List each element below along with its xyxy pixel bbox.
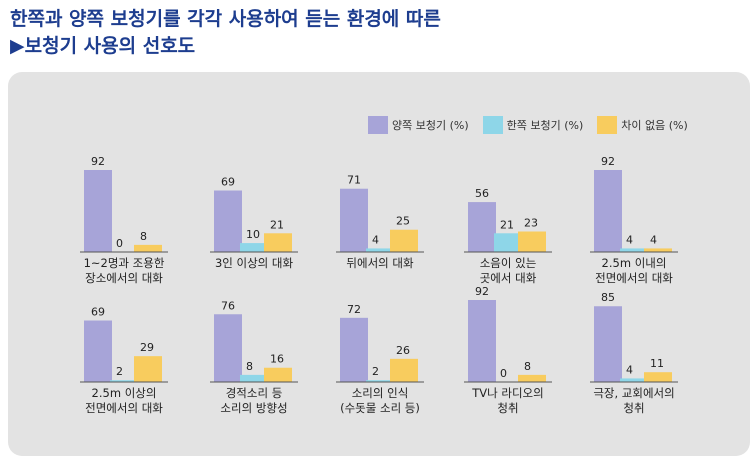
value-label-4-none: 23 [524,217,538,230]
bar-5-both [594,170,622,252]
value-label-7-one: 8 [246,360,253,373]
value-label-9-both: 92 [475,285,489,298]
legend: 양쪽 보청기 (%) 한쪽 보청기 (%) 차이 없음 (%) [368,116,688,134]
value-label-3-none: 25 [396,215,410,228]
legend-label-both: 양쪽 보청기 (%) [392,119,469,132]
value-label-9-none: 8 [524,360,531,373]
value-label-4-one: 21 [500,218,514,231]
category-label-4-line1: 소음이 있는 [480,256,537,270]
legend-item-none: 차이 없음 (%) [597,116,688,134]
value-label-1-both: 92 [91,155,105,168]
value-label-5-one: 4 [626,233,633,246]
category-label-7-line1: 경적소리 등 [226,386,283,400]
category-label-5-line1: 2.5m 이내의 [602,256,667,270]
bar-10-both [594,306,622,382]
legend-swatch-both [368,116,388,134]
value-label-1-none: 8 [140,230,147,243]
category-label-10-line2: 청취 [623,401,644,415]
category-label-6-line1: 2.5m 이상의 [92,386,157,400]
value-label-2-both: 69 [221,176,235,189]
category-label-6-line2: 전면에서의 대화 [85,401,163,415]
bar-9-both [468,300,496,382]
value-label-3-one: 4 [372,233,379,246]
value-label-6-both: 69 [91,306,105,319]
bar-8-one [366,380,394,382]
category-label-5-line2: 전면에서의 대화 [595,271,673,285]
bar-7-none [264,367,292,382]
category-label-2-line1: 3인 이상의 대화 [215,256,294,270]
bar-1-both [84,170,112,252]
bar-5-none [644,248,672,252]
value-label-5-both: 92 [601,155,615,168]
bar-6-both [84,320,112,382]
value-label-8-none: 26 [396,344,410,357]
legend-swatch-one [482,116,503,134]
legend-item-both: 양쪽 보청기 (%) [368,116,469,134]
bar-2-both [214,190,242,252]
chart-panel [8,72,750,456]
value-label-7-none: 16 [270,353,284,366]
value-label-2-one: 10 [246,228,260,241]
bar-10-one [620,378,648,382]
bar-9-none [518,374,546,382]
value-label-6-one: 2 [116,365,123,378]
legend-label-one: 한쪽 보청기 (%) [506,119,584,132]
value-label-9-one: 0 [500,367,507,380]
bar-2-one [240,243,268,252]
chart-title-line2: ▶보청기 사용의 선호도 [10,35,196,57]
value-label-3-both: 71 [347,174,361,187]
bar-7-one [240,374,268,382]
bar-2-none [264,233,292,252]
category-label-3-line1: 뒤에서의 대화 [346,256,414,270]
category-label-1-line1: 1~2명과 조용한 [84,256,165,270]
category-label-7-line2: 소리의 방향성 [220,401,287,415]
bar-4-none [518,231,546,252]
value-label-10-none: 11 [650,357,664,370]
value-label-7-both: 76 [221,299,235,312]
category-label-9-line1: TV나 라디오의 [471,386,543,400]
bar-3-none [390,229,418,252]
bar-8-none [390,358,418,382]
value-label-8-both: 72 [347,303,361,316]
bar-4-both [468,202,496,252]
category-label-4-line2: 곳에서 대화 [480,271,537,285]
chart-title-line1: 한쪽과 양쪽 보청기를 각각 사용하여 듣는 환경에 따른 [10,8,441,30]
legend-item-one: 한쪽 보청기 (%) [482,116,584,134]
category-label-9-line2: 청취 [497,401,518,415]
bar-6-one [110,380,138,382]
bar-3-one [366,248,394,252]
value-label-8-one: 2 [372,365,379,378]
bar-3-both [340,188,368,252]
category-label-1-line2: 장소에서의 대화 [85,271,163,285]
value-label-1-one: 0 [116,237,123,250]
bar-4-one [494,233,522,252]
legend-swatch-none [597,116,618,134]
bar-8-both [340,317,368,382]
legend-label-none: 차이 없음 (%) [621,119,688,132]
category-label-8-line2: (수돗물 소리 등) [340,401,420,415]
category-label-8-line1: 소리의 인식 [352,386,409,400]
bar-10-none [644,372,672,382]
bar-7-both [214,314,242,382]
value-label-4-both: 56 [475,187,489,200]
value-label-6-none: 29 [140,341,154,354]
bar-1-none [134,244,162,252]
value-label-10-both: 85 [601,291,615,304]
bar-6-none [134,356,162,382]
value-label-2-none: 21 [270,218,284,231]
value-label-5-none: 4 [650,233,657,246]
value-label-10-one: 4 [626,363,633,376]
category-label-10-line1: 극장, 교회에서의 [593,386,674,400]
bar-5-one [620,248,648,252]
